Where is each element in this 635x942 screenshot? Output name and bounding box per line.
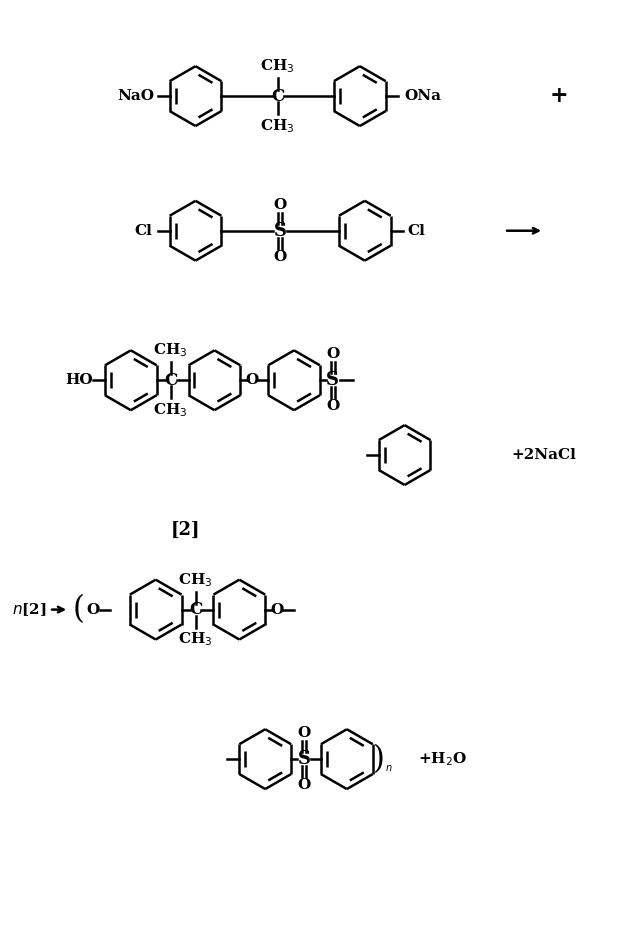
Text: O: O (297, 778, 311, 792)
Text: O: O (326, 348, 340, 362)
Text: S: S (298, 750, 311, 768)
Text: C: C (189, 601, 202, 618)
Text: C: C (271, 88, 284, 105)
Text: [2]: [2] (171, 521, 200, 539)
Text: ): ) (373, 743, 385, 774)
Text: CH$_3$: CH$_3$ (178, 571, 213, 589)
Text: (: ( (73, 594, 85, 625)
Text: Cl: Cl (408, 223, 425, 237)
Text: ONa: ONa (404, 89, 441, 103)
Text: HO: HO (65, 373, 93, 387)
Text: S: S (274, 221, 286, 239)
Text: CH$_3$: CH$_3$ (153, 401, 188, 419)
Text: +: + (550, 85, 568, 107)
Text: O: O (274, 250, 287, 264)
Text: $n$[2]: $n$[2] (12, 601, 46, 618)
Text: O: O (297, 726, 311, 740)
Text: CH$_3$: CH$_3$ (260, 117, 295, 135)
Text: CH$_3$: CH$_3$ (178, 630, 213, 648)
Text: O: O (271, 603, 284, 617)
Text: NaO: NaO (117, 89, 154, 103)
Text: CH$_3$: CH$_3$ (153, 342, 188, 359)
Text: O: O (274, 198, 287, 212)
Text: O: O (86, 603, 100, 617)
Text: O: O (246, 373, 259, 387)
Text: $_n$: $_n$ (385, 760, 392, 774)
Text: CH$_3$: CH$_3$ (260, 57, 295, 75)
Text: O: O (326, 399, 340, 414)
Text: S: S (326, 371, 339, 389)
Text: +2NaCl: +2NaCl (512, 448, 577, 462)
Text: C: C (164, 372, 177, 389)
Text: +H$_2$O: +H$_2$O (418, 750, 467, 768)
Text: Cl: Cl (135, 223, 153, 237)
